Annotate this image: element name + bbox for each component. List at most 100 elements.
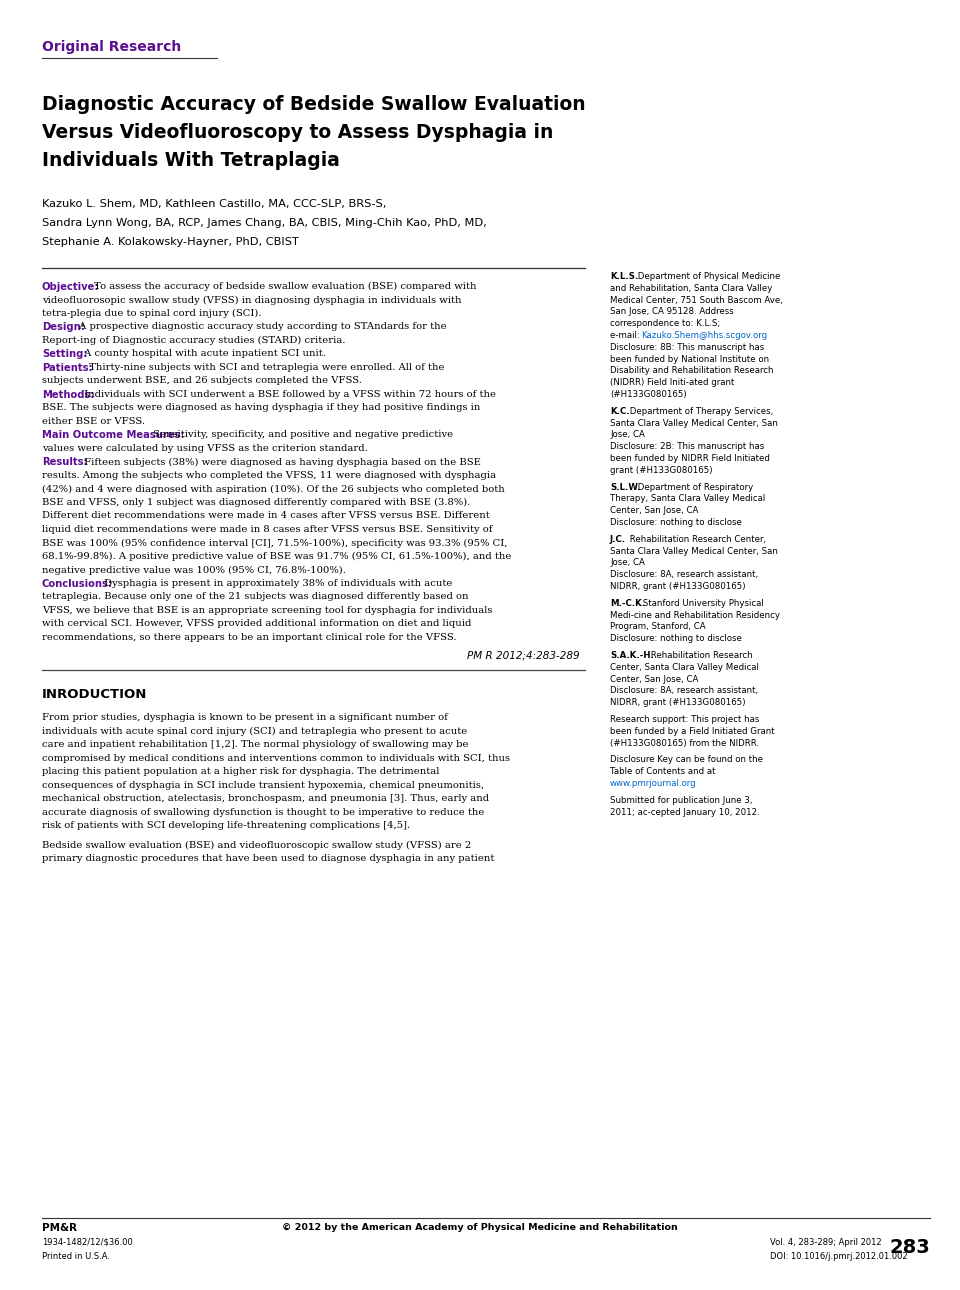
Text: accurate diagnosis of swallowing dysfunction is thought to be imperative to redu: accurate diagnosis of swallowing dysfunc… xyxy=(42,808,485,817)
Text: Stanford University Physical: Stanford University Physical xyxy=(639,599,763,608)
Text: Sandra Lynn Wong, BA, RCP, James Chang, BA, CBIS, Ming-Chih Kao, PhD, MD,: Sandra Lynn Wong, BA, RCP, James Chang, … xyxy=(42,218,487,228)
Text: Individuals With Tetraplagia: Individuals With Tetraplagia xyxy=(42,151,340,170)
Text: (42%) and 4 were diagnosed with aspiration (10%). Of the 26 subjects who complet: (42%) and 4 were diagnosed with aspirati… xyxy=(42,485,505,494)
Text: Research support: This project has: Research support: This project has xyxy=(610,715,759,724)
Text: Fifteen subjects (38%) were diagnosed as having dysphagia based on the BSE: Fifteen subjects (38%) were diagnosed as… xyxy=(82,458,481,467)
Text: Kazuko.Shem@hhs.scgov.org: Kazuko.Shem@hhs.scgov.org xyxy=(640,332,767,341)
Text: Main Outcome Measures:: Main Outcome Measures: xyxy=(42,431,184,440)
Text: Submitted for publication June 3,: Submitted for publication June 3, xyxy=(610,796,753,805)
Text: Table of Contents and at: Table of Contents and at xyxy=(610,768,715,777)
Text: Jose, CA: Jose, CA xyxy=(610,431,645,440)
Text: PM&R: PM&R xyxy=(42,1223,77,1233)
Text: mechanical obstruction, atelectasis, bronchospasm, and pneumonia [3]. Thus, earl: mechanical obstruction, atelectasis, bro… xyxy=(42,795,490,804)
Text: been funded by National Institute on: been funded by National Institute on xyxy=(610,355,769,364)
Text: videofluorosopic swallow study (VFSS) in diagnosing dysphagia in individuals wit: videofluorosopic swallow study (VFSS) in… xyxy=(42,295,462,304)
Text: Rehabilitation Research: Rehabilitation Research xyxy=(648,651,753,660)
Text: Objective:: Objective: xyxy=(42,283,100,292)
Text: To assess the accuracy of bedside swallow evaluation (BSE) compared with: To assess the accuracy of bedside swallo… xyxy=(91,283,476,292)
Text: Report-ing of Diagnostic accuracy studies (STARD) criteria.: Report-ing of Diagnostic accuracy studie… xyxy=(42,335,346,346)
Text: Center, San Jose, CA: Center, San Jose, CA xyxy=(610,675,698,684)
Text: been funded by a Field Initiated Grant: been funded by a Field Initiated Grant xyxy=(610,726,775,735)
Text: Stephanie A. Kolakowsky-Hayner, PhD, CBIST: Stephanie A. Kolakowsky-Hayner, PhD, CBI… xyxy=(42,237,299,246)
Text: subjects underwent BSE, and 26 subjects completed the VFSS.: subjects underwent BSE, and 26 subjects … xyxy=(42,377,362,386)
Text: with cervical SCI. However, VFSS provided additional information on diet and liq: with cervical SCI. However, VFSS provide… xyxy=(42,619,471,628)
Text: risk of patients with SCI developing life-threatening complications [4,5].: risk of patients with SCI developing lif… xyxy=(42,822,410,831)
Text: BSE was 100% (95% confidence interval [CI], 71.5%-100%), specificity was 93.3% (: BSE was 100% (95% confidence interval [C… xyxy=(42,538,508,548)
Text: Patients:: Patients: xyxy=(42,362,92,373)
Text: Disability and Rehabilitation Research: Disability and Rehabilitation Research xyxy=(610,366,774,375)
Text: Disclosure: nothing to disclose: Disclosure: nothing to disclose xyxy=(610,635,742,644)
Text: Results:: Results: xyxy=(42,458,87,467)
Text: NIDRR, grant (#H133G080165): NIDRR, grant (#H133G080165) xyxy=(610,698,746,707)
Text: been funded by NIDRR Field Initiated: been funded by NIDRR Field Initiated xyxy=(610,454,770,463)
Text: negative predictive value was 100% (95% CI, 76.8%-100%).: negative predictive value was 100% (95% … xyxy=(42,565,346,574)
Text: tetraplegia. Because only one of the 21 subjects was diagnosed differently based: tetraplegia. Because only one of the 21 … xyxy=(42,592,468,601)
Text: liquid diet recommendations were made in 8 cases after VFSS versus BSE. Sensitiv: liquid diet recommendations were made in… xyxy=(42,525,492,534)
Text: either BSE or VFSS.: either BSE or VFSS. xyxy=(42,417,145,426)
Text: Original Research: Original Research xyxy=(42,40,181,54)
Text: © 2012 by the American Academy of Physical Medicine and Rehabilitation: © 2012 by the American Academy of Physic… xyxy=(282,1223,678,1232)
Text: Disclosure Key can be found on the: Disclosure Key can be found on the xyxy=(610,756,763,765)
Text: Design:: Design: xyxy=(42,322,84,333)
Text: Therapy, Santa Clara Valley Medical: Therapy, Santa Clara Valley Medical xyxy=(610,494,765,503)
Text: results. Among the subjects who completed the VFSS, 11 were diagnosed with dysph: results. Among the subjects who complete… xyxy=(42,471,496,480)
Text: Santa Clara Valley Medical Center, San: Santa Clara Valley Medical Center, San xyxy=(610,547,778,556)
Text: care and inpatient rehabilitation [1,2]. The normal physiology of swallowing may: care and inpatient rehabilitation [1,2].… xyxy=(42,740,468,749)
Text: BSE. The subjects were diagnosed as having dysphagia if they had positive findin: BSE. The subjects were diagnosed as havi… xyxy=(42,404,480,413)
Text: Vol. 4, 283-289; April 2012: Vol. 4, 283-289; April 2012 xyxy=(770,1238,881,1247)
Text: DOI: 10.1016/j.pmrj.2012.01.002: DOI: 10.1016/j.pmrj.2012.01.002 xyxy=(770,1253,907,1262)
Text: recommendations, so there appears to be an important clinical role for the VFSS.: recommendations, so there appears to be … xyxy=(42,633,457,642)
Text: INRODUCTION: INRODUCTION xyxy=(42,689,148,702)
Text: Center, Santa Clara Valley Medical: Center, Santa Clara Valley Medical xyxy=(610,663,758,672)
Text: Conclusions:: Conclusions: xyxy=(42,579,113,590)
Text: Disclosure: 8A, research assistant,: Disclosure: 8A, research assistant, xyxy=(610,570,758,579)
Text: Printed in U.S.A.: Printed in U.S.A. xyxy=(42,1253,110,1262)
Text: K.L.S.: K.L.S. xyxy=(610,272,638,281)
Text: Bedside swallow evaluation (BSE) and videofluoroscopic swallow study (VFSS) are : Bedside swallow evaluation (BSE) and vid… xyxy=(42,841,471,850)
Text: (#H133G080165) from the NIDRR.: (#H133G080165) from the NIDRR. xyxy=(610,739,759,748)
Text: (#H133G080165): (#H133G080165) xyxy=(610,390,686,399)
Text: and Rehabilitation, Santa Clara Valley: and Rehabilitation, Santa Clara Valley xyxy=(610,284,773,293)
Text: Department of Physical Medicine: Department of Physical Medicine xyxy=(636,272,780,281)
Text: Medi-cine and Rehabilitation Residency: Medi-cine and Rehabilitation Residency xyxy=(610,610,780,619)
Text: Methods:: Methods: xyxy=(42,390,94,400)
Text: Dysphagia is present in approximately 38% of individuals with acute: Dysphagia is present in approximately 38… xyxy=(101,579,452,588)
Text: Sensitivity, specificity, and positive and negative predictive: Sensitivity, specificity, and positive a… xyxy=(150,431,453,440)
Text: e-mail:: e-mail: xyxy=(610,332,642,341)
Text: Diagnostic Accuracy of Bedside Swallow Evaluation: Diagnostic Accuracy of Bedside Swallow E… xyxy=(42,95,586,114)
Text: Center, San Jose, CA: Center, San Jose, CA xyxy=(610,506,698,515)
Text: placing this patient population at a higher risk for dysphagia. The detrimental: placing this patient population at a hig… xyxy=(42,768,440,777)
Text: Thirty-nine subjects with SCI and tetraplegia were enrolled. All of the: Thirty-nine subjects with SCI and tetrap… xyxy=(86,362,444,372)
Text: primary diagnostic procedures that have been used to diagnose dysphagia in any p: primary diagnostic procedures that have … xyxy=(42,854,494,863)
Text: Department of Respiratory: Department of Respiratory xyxy=(636,482,754,491)
Text: Disclosure: nothing to disclose: Disclosure: nothing to disclose xyxy=(610,519,742,528)
Text: From prior studies, dysphagia is known to be present in a significant number of: From prior studies, dysphagia is known t… xyxy=(42,713,448,722)
Text: individuals with acute spinal cord injury (SCI) and tetraplegia who present to a: individuals with acute spinal cord injur… xyxy=(42,728,468,737)
Text: www.pmrjournal.org: www.pmrjournal.org xyxy=(610,779,697,788)
Text: values were calculated by using VFSS as the criterion standard.: values were calculated by using VFSS as … xyxy=(42,444,368,453)
Text: 1934-1482/12/$36.00: 1934-1482/12/$36.00 xyxy=(42,1238,132,1247)
Text: K.C.: K.C. xyxy=(610,406,630,415)
Text: consequences of dysphagia in SCI include transient hypoxemia, chemical pneumonit: consequences of dysphagia in SCI include… xyxy=(42,780,484,789)
Text: Disclosure: 2B: This manuscript has: Disclosure: 2B: This manuscript has xyxy=(610,442,764,451)
Text: Versus Videofluoroscopy to Assess Dysphagia in: Versus Videofluoroscopy to Assess Dyspha… xyxy=(42,123,553,142)
Text: Department of Therapy Services,: Department of Therapy Services, xyxy=(627,406,773,415)
Text: correspondence to: K.L.S;: correspondence to: K.L.S; xyxy=(610,319,720,328)
Text: J.C.: J.C. xyxy=(610,535,626,544)
Text: Individuals with SCI underwent a BSE followed by a VFSS within 72 hours of the: Individuals with SCI underwent a BSE fol… xyxy=(82,390,496,399)
Text: (NIDRR) Field Initi-ated grant: (NIDRR) Field Initi-ated grant xyxy=(610,378,734,387)
Text: Kazuko L. Shem, MD, Kathleen Castillo, MA, CCC-SLP, BRS-S,: Kazuko L. Shem, MD, Kathleen Castillo, M… xyxy=(42,199,386,209)
Text: tetra-plegia due to spinal cord injury (SCI).: tetra-plegia due to spinal cord injury (… xyxy=(42,310,261,319)
Text: VFSS, we believe that BSE is an appropriate screening tool for dysphagia for ind: VFSS, we believe that BSE is an appropri… xyxy=(42,606,492,615)
Text: NIDRR, grant (#H133G080165): NIDRR, grant (#H133G080165) xyxy=(610,582,746,591)
Text: PM R 2012;4:283-289: PM R 2012;4:283-289 xyxy=(468,650,580,660)
Text: A prospective diagnostic accuracy study according to STAndards for the: A prospective diagnostic accuracy study … xyxy=(76,322,447,332)
Text: Disclosure: 8B: This manuscript has: Disclosure: 8B: This manuscript has xyxy=(610,343,764,352)
Text: A county hospital with acute inpatient SCI unit.: A county hospital with acute inpatient S… xyxy=(82,350,326,359)
Text: 283: 283 xyxy=(889,1238,930,1256)
Text: S.A.K.-H.: S.A.K.-H. xyxy=(610,651,654,660)
Text: BSE and VFSS, only 1 subject was diagnosed differently compared with BSE (3.8%).: BSE and VFSS, only 1 subject was diagnos… xyxy=(42,498,470,507)
Text: Medical Center, 751 South Bascom Ave,: Medical Center, 751 South Bascom Ave, xyxy=(610,295,782,304)
Text: Different diet recommendations were made in 4 cases after VFSS versus BSE. Diffe: Different diet recommendations were made… xyxy=(42,512,490,520)
Text: San Jose, CA 95128. Address: San Jose, CA 95128. Address xyxy=(610,307,733,316)
